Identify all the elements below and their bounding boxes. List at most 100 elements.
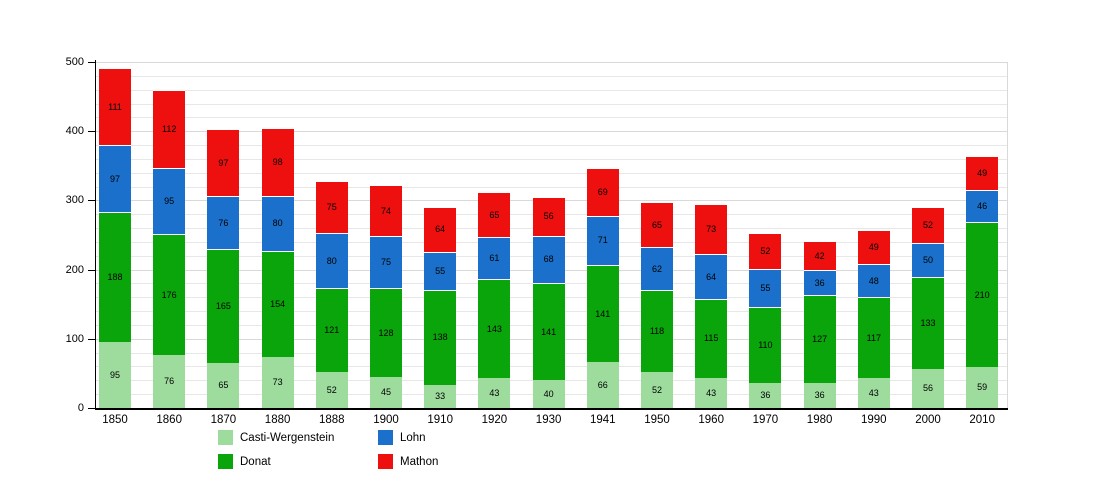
plot-right-border [1007,62,1008,408]
legend-label: Casti-Wergenstein [240,431,335,444]
y-axis-tick [88,269,95,271]
x-axis-category-label: 2010 [969,414,995,426]
bar-segment-1850-donat: 188 [99,212,131,343]
segment-value-label: 80 [326,255,337,266]
legend-item-lohn: Lohn [378,430,426,445]
y-axis-tick-label: 200 [65,263,84,276]
bar-segment-1880-mathon: 98 [261,127,294,196]
bar-segment-1888-casti-wergenstein: 52 [315,372,348,408]
gridline [95,75,1008,77]
segment-value-label: 52 [760,245,771,256]
bar-segment-1980-casti-wergenstein: 36 [803,383,836,408]
legend-label: Lohn [400,431,426,444]
segment-value-label: 45 [380,386,391,397]
x-axis-category-label: 1970 [752,414,779,426]
segment-value-label: 74 [380,205,391,216]
segment-value-label: 75 [380,257,391,268]
segment-value-label: 95 [164,195,175,206]
segment-value-label: 56 [922,383,933,394]
bar-segment-1920-casti-wergenstein: 43 [478,378,511,408]
segment-value-label: 112 [162,124,177,135]
segment-value-label: 97 [218,157,229,168]
bar-segment-1888-donat: 121 [315,288,348,372]
bar-segment-1990-donat: 117 [857,297,890,379]
gridline [95,62,1008,63]
bar-segment-2010-mathon: 49 [966,156,999,191]
bar-segment-1900-casti-wergenstein: 45 [370,376,402,408]
segment-value-label: 64 [706,271,717,282]
bar-segment-1970-lohn: 55 [749,268,782,307]
gridline [95,117,1008,119]
x-axis-category-label: 1930 [535,414,562,426]
segment-value-label: 115 [704,333,719,344]
bar-segment-1950-mathon: 65 [641,202,673,248]
segment-value-label: 76 [164,376,175,387]
bar-segment-1870-donat: 165 [207,248,240,363]
gridline [95,89,1008,91]
bar-segment-1950-donat: 118 [641,290,673,372]
x-axis-category-label: 1870 [210,414,237,426]
segment-value-label: 97 [109,173,120,184]
y-axis-tick [88,62,95,63]
segment-value-label: 71 [597,235,608,246]
bar-segment-2000-donat: 133 [912,277,944,370]
segment-value-label: 65 [218,380,229,390]
bar-segment-1870-mathon: 97 [207,129,240,197]
segment-value-label: 56 [543,211,554,222]
bar-segment-1860-casti-wergenstein: 76 [153,355,186,408]
segment-value-label: 42 [814,250,825,261]
segment-value-label: 128 [378,327,394,338]
bar-segment-1980-mathon: 42 [803,241,836,271]
segment-value-label: 55 [435,265,446,276]
segment-value-label: 110 [758,340,773,350]
bar-segment-1941-lohn: 71 [586,215,619,265]
bar-segment-1960-lohn: 64 [695,254,728,299]
bar-segment-1980-donat: 127 [803,295,836,384]
bar-segment-1870-lohn: 76 [207,196,240,249]
bar-segment-1930-casti-wergenstein: 40 [532,380,565,408]
bar-segment-1888-lohn: 80 [315,232,348,289]
segment-value-label: 68 [543,254,554,265]
gridline [95,172,1008,174]
y-axis-tick [88,200,95,202]
segment-value-label: 69 [597,186,608,197]
bar-segment-1910-casti-wergenstein: 33 [424,385,457,408]
bar-segment-1860-donat: 176 [153,233,186,356]
segment-value-label: 121 [324,325,340,336]
y-axis-tick [88,408,95,409]
x-axis-category-label: 1920 [481,414,508,426]
x-axis-category-label: 1900 [373,414,399,426]
bar-segment-1941-donat: 141 [586,264,619,363]
bar-segment-1900-donat: 128 [370,288,402,377]
segment-value-label: 64 [435,224,446,235]
segment-value-label: 46 [977,200,988,211]
segment-value-label: 36 [760,390,771,401]
x-axis-category-label: 1880 [264,414,291,426]
legend-item-donat: Donat [218,454,271,469]
plot-area: 95 188 97 111 76 176 95 112 65 165 76 97 73 154 80 98 52… [95,62,1008,408]
bar-segment-1920-donat: 143 [478,279,511,379]
x-axis-category-label: 1980 [806,414,833,426]
segment-value-label: 141 [541,326,557,337]
y-axis-tick-label: 0 [77,402,84,414]
segment-value-label: 50 [922,254,933,265]
bar-segment-1950-lohn: 62 [641,247,673,291]
gridline [95,145,1008,147]
segment-value-label: 80 [272,218,283,229]
bar-segment-1850-mathon: 111 [99,68,131,146]
bar-segment-1880-casti-wergenstein: 73 [261,357,294,408]
segment-value-label: 188 [107,272,123,283]
bar-segment-1900-lohn: 75 [370,236,402,289]
bar-segment-1850-casti-wergenstein: 95 [99,342,131,408]
legend-swatch-casti-wergenstein [218,430,233,445]
segment-value-label: 65 [651,219,662,230]
segment-value-label: 43 [489,387,500,398]
bar-segment-2010-donat: 210 [966,221,999,368]
gridline [95,158,1008,160]
segment-value-label: 66 [597,379,608,390]
y-axis-tick [88,338,95,340]
segment-value-label: 36 [814,390,825,401]
segment-value-label: 40 [543,388,554,399]
bar-segment-1910-donat: 138 [424,289,457,386]
segment-value-label: 165 [215,300,231,311]
